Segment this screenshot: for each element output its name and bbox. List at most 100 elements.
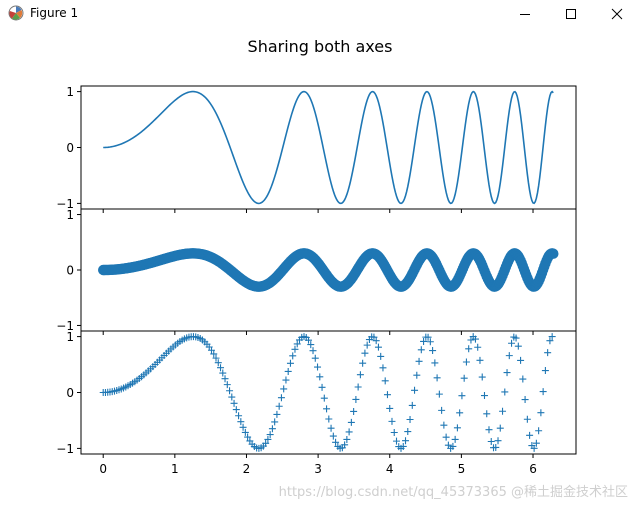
plus-marker bbox=[381, 377, 389, 385]
plus-marker bbox=[219, 369, 227, 377]
plus-marker bbox=[404, 428, 412, 436]
plus-marker bbox=[433, 374, 441, 382]
plus-marker bbox=[399, 442, 407, 450]
plus-marker bbox=[503, 369, 511, 377]
plus-marker bbox=[241, 428, 249, 436]
plus-marker bbox=[262, 439, 270, 447]
subplot-2: −1 0 1 bbox=[56, 208, 577, 335]
x-tick-label: 6 bbox=[529, 462, 537, 476]
y-tick-label: 0 bbox=[66, 386, 74, 400]
plus-marker bbox=[496, 424, 504, 432]
plus-marker bbox=[523, 415, 531, 423]
plus-marker bbox=[244, 433, 252, 441]
plus-marker bbox=[237, 418, 245, 426]
y-tick-label: 1 bbox=[66, 330, 74, 344]
scatter-point bbox=[548, 248, 559, 259]
plus-marker bbox=[388, 417, 396, 425]
plus-marker bbox=[212, 354, 220, 362]
plus-marker bbox=[413, 371, 421, 379]
y-tick-label: 1 bbox=[66, 85, 74, 99]
plus-marker bbox=[393, 437, 400, 445]
plus-marker bbox=[289, 352, 297, 360]
plus-marker bbox=[494, 437, 502, 445]
plus-marker bbox=[519, 375, 527, 383]
plus-marker bbox=[277, 394, 285, 402]
plus-marker bbox=[264, 435, 272, 443]
chart-title: Sharing both axes bbox=[248, 37, 393, 56]
plus-marker bbox=[544, 349, 552, 357]
matplotlib-logo-icon bbox=[8, 5, 24, 21]
plus-marker bbox=[314, 363, 322, 371]
window-titlebar: Figure 1 bbox=[0, 0, 642, 28]
plus-marker bbox=[471, 335, 479, 343]
plus-marker bbox=[483, 410, 491, 418]
close-button[interactable] bbox=[594, 0, 640, 28]
minimize-icon bbox=[520, 14, 530, 15]
plus-marker bbox=[458, 392, 466, 400]
close-icon bbox=[611, 8, 623, 20]
x-tick-label: 4 bbox=[386, 462, 394, 476]
plus-marker bbox=[341, 441, 349, 449]
plus-marker bbox=[501, 388, 509, 396]
x-tick-label: 5 bbox=[458, 462, 466, 476]
maximize-button[interactable] bbox=[548, 0, 594, 28]
plus-marker bbox=[438, 406, 446, 414]
plus-marker bbox=[343, 435, 351, 443]
plus-marker bbox=[345, 428, 353, 436]
plus-marker bbox=[363, 341, 371, 349]
plus-marker bbox=[350, 407, 358, 415]
plus-marker bbox=[217, 364, 225, 372]
subplot-1: −1 0 1 bbox=[56, 85, 577, 213]
plus-marker bbox=[359, 359, 367, 367]
plus-marker bbox=[487, 438, 495, 446]
plus-marker bbox=[311, 354, 319, 362]
plus-marker bbox=[408, 401, 416, 409]
plus-marker bbox=[478, 373, 486, 381]
plus-marker bbox=[284, 367, 292, 375]
plus-marker bbox=[426, 338, 434, 346]
plus-marker bbox=[505, 352, 513, 360]
plus-marker bbox=[521, 396, 529, 404]
plus-marker bbox=[208, 346, 215, 354]
plus-marker bbox=[275, 402, 283, 410]
plus-marker bbox=[390, 429, 398, 437]
plus-marker bbox=[420, 337, 428, 345]
plus-marker bbox=[223, 381, 231, 389]
x-tick-label: 3 bbox=[314, 462, 322, 476]
plus-marker bbox=[465, 345, 473, 353]
plus-marker bbox=[280, 385, 288, 393]
plus-marker bbox=[492, 443, 500, 451]
plus-marker bbox=[374, 343, 382, 351]
plus-marker bbox=[480, 392, 488, 400]
plus-marker bbox=[431, 359, 439, 367]
plus-marker bbox=[273, 410, 281, 418]
plus-marker bbox=[352, 395, 360, 403]
plus-marker bbox=[537, 409, 545, 417]
maximize-icon bbox=[566, 9, 576, 19]
plus-marker bbox=[282, 376, 290, 384]
plus-marker bbox=[332, 438, 340, 446]
axes-frame bbox=[80, 330, 577, 455]
x-tick-label: 1 bbox=[171, 462, 179, 476]
minimize-button[interactable] bbox=[502, 0, 548, 28]
plus-marker bbox=[228, 393, 236, 401]
plus-marker bbox=[415, 357, 423, 365]
plus-marker bbox=[210, 350, 218, 358]
plus-marker bbox=[354, 383, 362, 391]
plus-marker bbox=[440, 421, 448, 429]
plus-marker bbox=[291, 345, 299, 353]
y-tick-label: 0 bbox=[66, 264, 74, 278]
plus-marker bbox=[424, 333, 432, 341]
plus-marker bbox=[286, 359, 294, 367]
x-tick-label: 2 bbox=[243, 462, 251, 476]
plus-marker bbox=[307, 341, 315, 349]
subplot-3: −1 0 1 0 1 2 3 4 5 6 bbox=[56, 330, 577, 476]
plus-marker bbox=[361, 349, 369, 357]
plus-marker bbox=[309, 347, 317, 355]
plus-marker bbox=[325, 415, 333, 423]
plus-marker bbox=[226, 387, 234, 395]
plus-marker bbox=[526, 431, 534, 439]
plus-marker bbox=[379, 364, 387, 372]
